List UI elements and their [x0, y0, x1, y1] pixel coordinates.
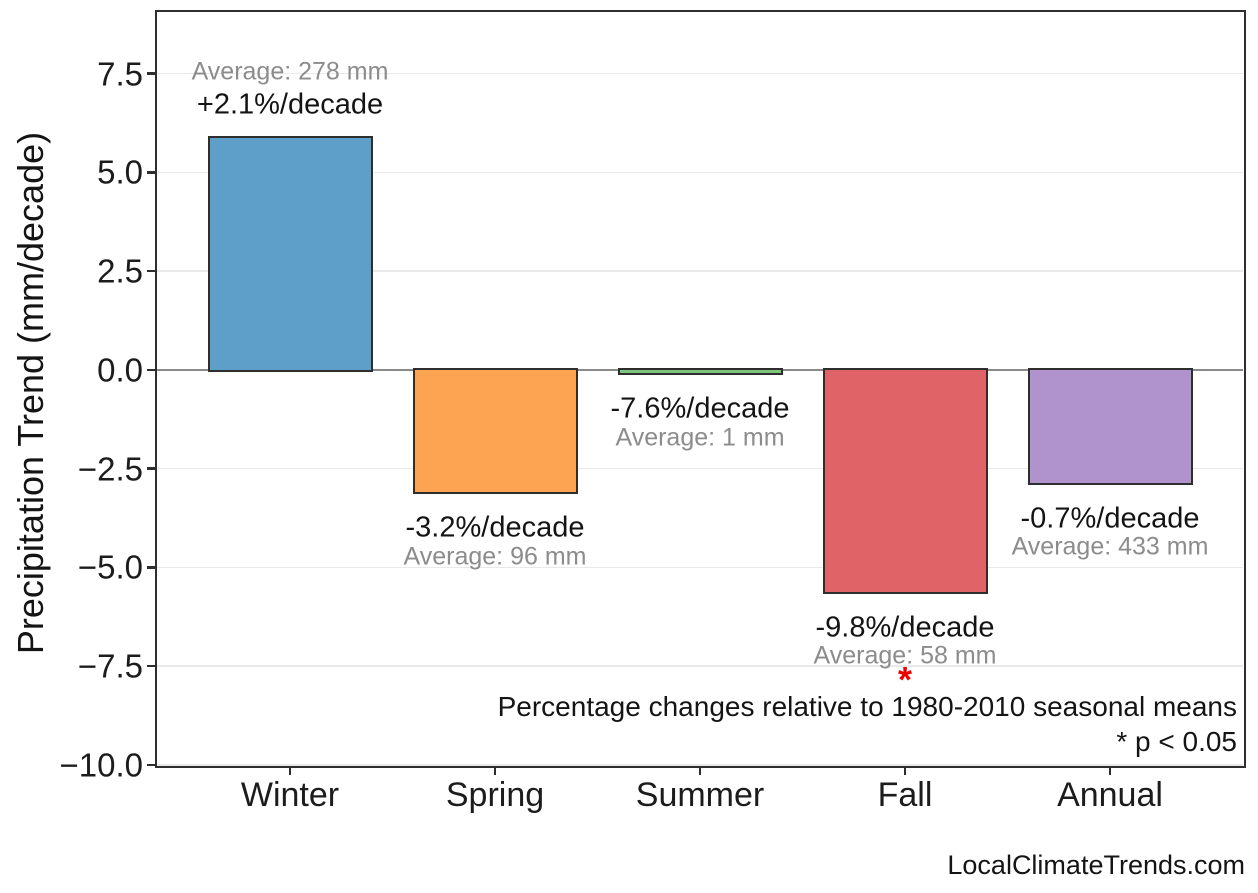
x-category-label-fall: Fall [877, 776, 933, 814]
y-tick-label: 5.0 [97, 153, 143, 191]
gridline [157, 566, 1243, 569]
y-tick-label: −2.5 [77, 450, 143, 488]
bar-pct-label: +2.1%/decade [196, 88, 384, 121]
watermark: LocalClimateTrends.com [947, 850, 1245, 880]
y-axis-tick [147, 171, 157, 174]
gridline [157, 72, 1243, 75]
significance-asterisk: * [897, 658, 913, 700]
bar-pct-label: -0.7%/decade [1020, 502, 1200, 535]
y-axis-tick [147, 467, 157, 470]
y-axis-tick [147, 664, 157, 668]
gridline [157, 665, 1243, 667]
x-axis-tick [288, 765, 292, 775]
x-category-label-spring: Spring [445, 776, 545, 814]
gridline [157, 764, 1243, 766]
bar-summer [617, 367, 783, 376]
y-tick-label: −7.5 [77, 647, 143, 685]
footnote: Percentage changes relative to 1980-2010… [498, 689, 1237, 759]
x-category-label-annual: Annual [1057, 776, 1163, 814]
x-axis-tick [493, 765, 497, 775]
x-category-label-winter: Winter [240, 776, 340, 814]
y-tick-label: −5.0 [77, 548, 143, 586]
x-axis-tick [1108, 765, 1112, 775]
x-axis-tick [903, 765, 907, 775]
bar-avg-label: Average: 278 mm [191, 57, 389, 86]
y-tick-label: −10.0 [59, 746, 144, 784]
gridline [157, 171, 1243, 174]
bar-avg-label: Average: 58 mm [813, 641, 997, 670]
bar-pct-label: -3.2%/decade [405, 511, 585, 544]
y-axis-tick [147, 368, 157, 372]
y-tick-label: 2.5 [97, 252, 143, 290]
y-tick-label: 0.0 [97, 351, 143, 389]
y-axis-tick [147, 566, 157, 569]
gridline [157, 467, 1243, 470]
x-axis-tick [698, 765, 702, 775]
y-axis-tick [147, 763, 157, 767]
bar-annual [1027, 367, 1193, 485]
footnote-line2: * p < 0.05 [1116, 726, 1237, 757]
gridline [157, 270, 1243, 272]
y-axis-tick [147, 72, 157, 75]
bar-spring [412, 367, 578, 494]
bar-avg-label: Average: 96 mm [403, 542, 587, 570]
bar-avg-label: Average: 1 mm [615, 423, 785, 452]
x-category-label-summer: Summer [635, 776, 765, 814]
bar-winter [207, 136, 373, 372]
bar-pct-label: -7.6%/decade [610, 392, 790, 425]
footnote-line1: Percentage changes relative to 1980-2010… [497, 691, 1237, 722]
bar-avg-label: Average: 433 mm [1011, 532, 1209, 561]
bar-fall [822, 367, 988, 594]
bar-pct-label: -9.8%/decade [815, 611, 995, 644]
y-axis-tick [147, 269, 157, 273]
y-tick-label: 7.5 [97, 55, 143, 93]
plot-area: +2.1%/decade Average: 278 mm -3.2%/decade A… [154, 9, 1246, 768]
